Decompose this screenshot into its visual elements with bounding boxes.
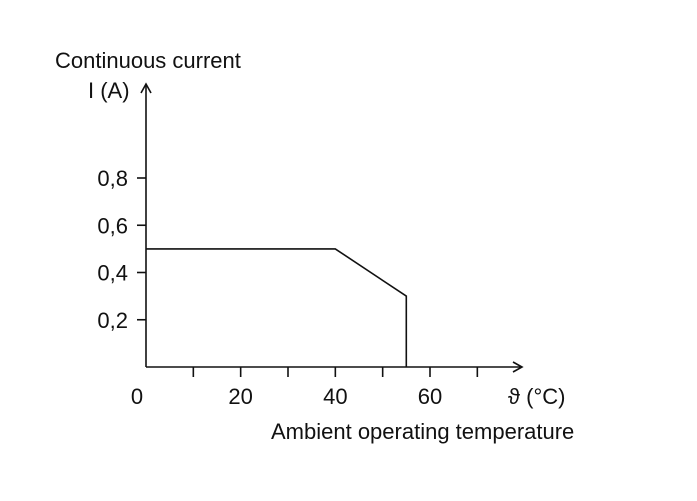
axes [140,82,524,373]
ticks: 0 20 40 60 0,2 0,4 0,6 0,8 [97,166,479,409]
y-axis-label-line1: Continuous current [55,48,241,73]
y-tick-label: 0,8 [97,166,128,191]
x-tick-label: 60 [418,384,442,409]
y-tick-label: 0,6 [97,213,128,238]
x-axis-unit-label: ϑ (°C) [508,384,565,409]
series-layer [146,248,408,367]
y-axis-arrow-icon [140,82,152,94]
x-axis-label: Ambient operating temperature [271,419,574,444]
y-tick-label: 0,2 [97,308,128,333]
x-tick-label: 0 [131,384,143,409]
x-tick-label: 40 [323,384,347,409]
derating-curve-line [146,248,408,367]
x-tick-label: 20 [228,384,252,409]
x-axis-arrow-icon [512,361,524,373]
y-tick-label: 0,4 [97,261,128,286]
y-axis-label-line2: I (A) [88,78,130,103]
